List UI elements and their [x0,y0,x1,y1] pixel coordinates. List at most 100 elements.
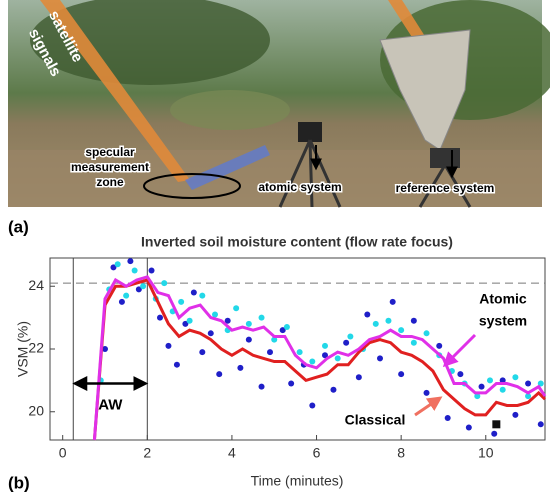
scatter-point [423,389,430,396]
scatter-point [334,355,341,362]
scatter-point [258,383,265,390]
series-line [92,275,547,441]
annotation-arrow [442,333,477,368]
scatter-point [131,267,138,274]
photo-label: measurement [71,160,149,174]
scatter-point [457,371,464,378]
scatter-point [499,377,506,384]
scatter-point [410,317,417,324]
y-tick-label: 24 [28,277,44,293]
scatter-point [233,305,240,312]
scatter-point [118,298,125,305]
scatter-point [355,374,362,381]
scatter-point [377,355,383,362]
scatter-point [279,327,286,334]
scatter-point [389,298,396,305]
x-tick-label: 8 [397,445,405,461]
scatter-point [165,342,172,349]
scatter-point [487,377,493,384]
scatter-point [216,371,223,378]
scatter-point [123,292,130,299]
series-line [92,278,547,441]
scatter-point [309,358,316,365]
scatter-point [148,267,155,274]
scatter-point [322,352,328,359]
scatter-point [385,317,392,324]
y-axis-label: VSM (%) [15,321,31,377]
y-tick-label: 20 [28,402,44,418]
scatter-point [288,380,295,387]
scatter-point [140,283,147,290]
photo [8,0,550,208]
scatter-point [190,289,197,296]
y-tick-label: 22 [28,340,44,356]
scatter-point [186,317,193,324]
chart-title: Inverted soil moisture content (flow rat… [141,234,453,250]
x-tick-label: 0 [59,445,67,461]
scatter-point [161,280,168,287]
scatter-point [258,314,265,321]
scatter-point [212,311,218,318]
photo-label: atomic system [258,180,341,194]
scatter-point [127,258,134,265]
scatter-point [537,421,544,428]
scatter-point [135,286,142,293]
x-tick-label: 6 [313,445,321,461]
scatter-point [512,374,519,381]
scatter-point [114,261,121,268]
scatter-point [296,349,303,356]
scatter-point [267,349,273,356]
photo-label: specular [85,145,135,159]
scatter-point [199,292,206,299]
scatter-point [157,314,163,321]
scatter-point [372,320,379,327]
scatter-point [199,349,206,356]
scatter-point [491,430,498,437]
scatter-point [245,320,252,327]
scatter-point [110,264,117,271]
scatter-point [465,424,472,431]
annotation-arrow [414,396,443,417]
panel-label: (a) [8,217,29,236]
scatter-point [478,383,485,390]
scatter-point [245,336,252,343]
marker [492,420,501,429]
scatter-point [309,402,316,409]
scatter-point [525,380,532,387]
scatter-point [347,333,354,340]
scatter-point [178,298,185,305]
photo-label: zone [96,175,124,189]
scatter-point [423,330,430,337]
scatter-point [398,327,405,334]
x-tick-label: 4 [228,445,236,461]
scatter-point [364,311,371,318]
scatter-point [224,317,231,324]
panel-label: (b) [8,473,30,492]
series-label: Atomic [479,291,527,307]
scatter-point [474,393,481,400]
scatter-point [410,339,417,346]
x-tick-label: 10 [478,445,494,461]
scatter-point [322,342,328,349]
scatter-point [173,361,180,368]
annotation: AW [98,396,123,413]
scatter-point [237,364,244,371]
x-axis-label: Time (minutes) [251,473,344,489]
scatter-point [444,415,451,422]
scatter-point [436,342,443,349]
scatter-point [207,330,214,337]
photo-label: reference system [396,181,495,195]
series-label: Classical [345,412,406,428]
scatter-point [330,386,337,393]
scatter-point [283,324,290,331]
x-tick-label: 2 [143,445,151,461]
scatter-point [512,411,519,418]
scatter-point [271,336,278,343]
scatter-point [499,386,506,393]
scatter-point [525,393,532,400]
scatter-point [398,371,405,378]
series-label: system [479,313,527,329]
scatter-point [182,320,189,327]
